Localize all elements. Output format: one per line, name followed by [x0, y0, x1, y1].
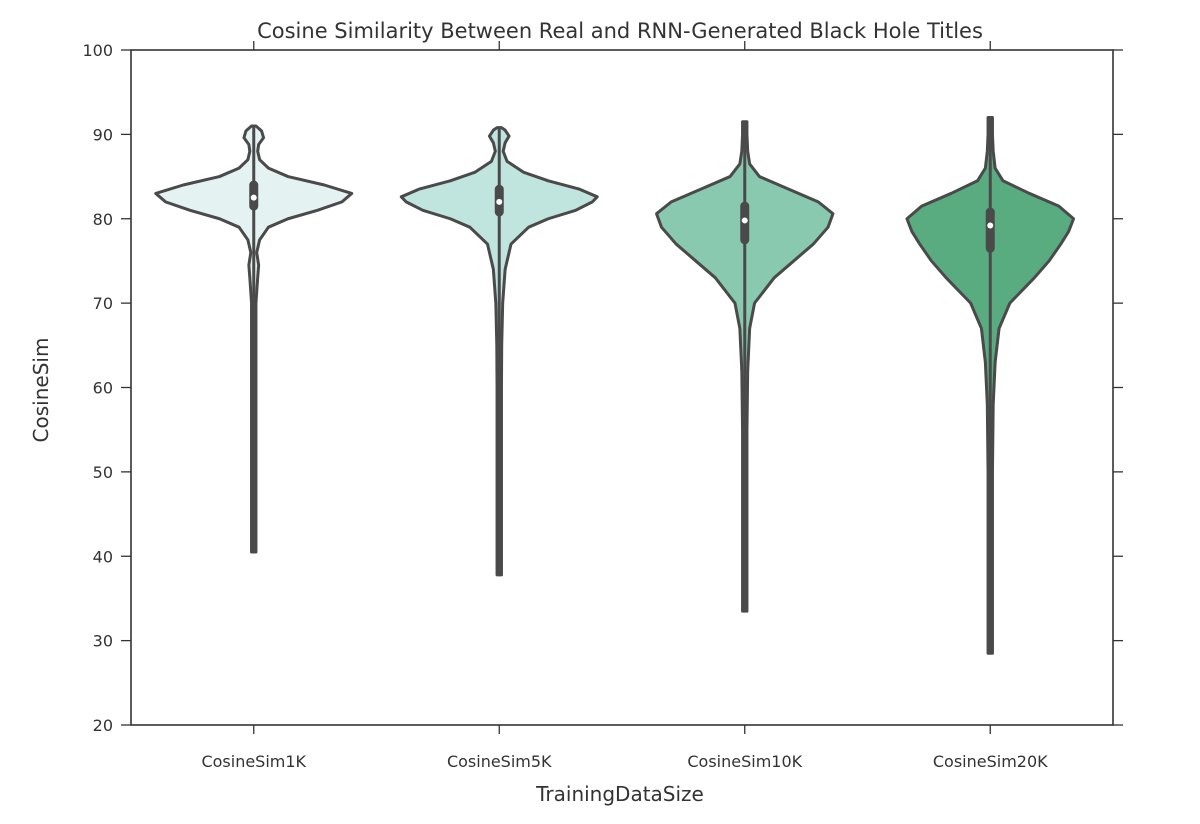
x-tick-label: CosineSim10K [687, 752, 802, 771]
violin-median-dot [496, 198, 503, 205]
y-axis-label: CosineSim [29, 338, 53, 443]
y-tick-label: 50 [93, 463, 113, 482]
x-axis-label: TrainingDataSize [535, 782, 704, 806]
violin-median-dot [987, 222, 994, 229]
violin-median-dot [250, 194, 257, 201]
chart-title: Cosine Similarity Between Real and RNN-G… [257, 19, 983, 43]
y-tick-label: 60 [93, 379, 113, 398]
y-tick-label: 40 [93, 547, 113, 566]
y-tick-label: 70 [93, 294, 113, 313]
y-tick-label: 80 [93, 210, 113, 229]
x-tick-label: CosineSim5K [447, 752, 552, 771]
y-tick-label: 90 [93, 125, 113, 144]
y-tick-label: 100 [82, 41, 113, 60]
x-tick-label: CosineSim1K [201, 752, 306, 771]
y-tick-label: 20 [93, 716, 113, 735]
violins-layer [154, 116, 1076, 655]
y-tick-label: 30 [93, 632, 113, 651]
violin-median-dot [741, 217, 748, 224]
x-tick-label: CosineSim20K [933, 752, 1048, 771]
ticks-layer: 20 30 40 50 60 70 80 90 100 CosineSim1K CosineSim5… [82, 41, 1123, 771]
plot-frame [130, 49, 1114, 726]
